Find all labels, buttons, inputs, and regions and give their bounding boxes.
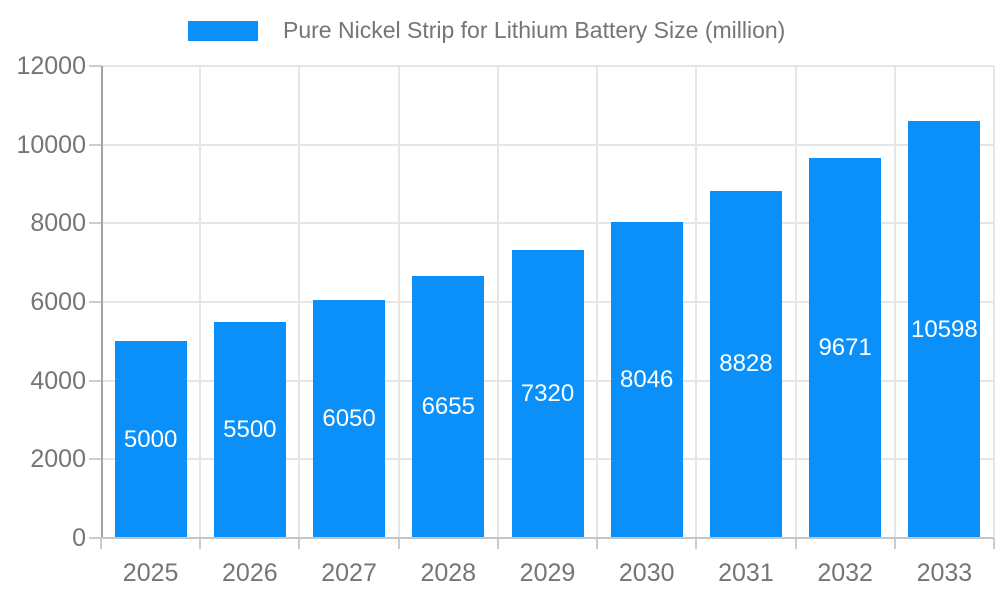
x-axis-line — [101, 537, 994, 539]
bar — [610, 221, 683, 538]
y-axis-tick-mark — [89, 379, 101, 382]
y-axis-tick-label: 6000 — [30, 288, 86, 316]
x-axis-tick-mark — [794, 538, 797, 549]
x-axis-tick-label: 2032 — [817, 559, 873, 587]
gridline-vertical — [298, 66, 301, 538]
gridline-horizontal — [101, 65, 994, 67]
x-axis-tick-mark — [397, 538, 400, 549]
x-axis-tick-mark — [695, 538, 698, 549]
bar — [709, 190, 782, 538]
y-axis-tick-label: 8000 — [30, 209, 86, 238]
gridline-vertical — [496, 66, 499, 538]
legend-label: Pure Nickel Strip for Lithium Battery Si… — [283, 17, 786, 43]
gridline-horizontal — [101, 143, 994, 146]
bar-value-label: 6655 — [421, 393, 475, 421]
bar — [908, 121, 981, 538]
y-axis-tick-label: 10000 — [16, 130, 86, 159]
gridline-vertical — [397, 66, 400, 538]
y-axis-tick-mark — [89, 301, 101, 303]
y-axis-tick-label: 4000 — [30, 366, 86, 395]
gridline-horizontal — [101, 222, 994, 225]
x-axis-tick-label: 2025 — [122, 559, 179, 587]
gridline-vertical — [794, 66, 797, 538]
gridline-vertical — [596, 66, 599, 538]
bar-value-label: 6050 — [322, 405, 376, 433]
y-axis-tick-mark — [89, 65, 101, 67]
x-axis-tick-mark — [596, 538, 599, 549]
bar — [412, 276, 485, 538]
x-axis-tick-mark — [496, 538, 499, 549]
y-axis-tick-mark — [89, 458, 101, 461]
x-axis-tick-label: 2029 — [519, 559, 576, 587]
bar-value-label: 8046 — [620, 365, 674, 393]
bar-value-label: 5000 — [123, 425, 178, 453]
x-axis-tick-label: 2031 — [718, 559, 774, 587]
x-axis-tick-mark — [993, 538, 995, 549]
bar-value-label: 5500 — [223, 415, 277, 443]
bar — [313, 300, 386, 538]
y-axis-tick-mark — [89, 222, 101, 225]
x-axis-tick-mark — [298, 538, 301, 549]
gridline-vertical — [199, 66, 202, 538]
y-axis-tick-mark — [89, 143, 101, 146]
bar-value-label: 10598 — [911, 315, 978, 343]
gridline-vertical — [893, 66, 896, 538]
y-axis-tick-label: 2000 — [30, 445, 86, 474]
x-axis-tick-mark — [199, 538, 202, 549]
x-axis-tick-label: 2026 — [222, 559, 278, 587]
y-axis-tick-label: 12000 — [16, 52, 86, 80]
x-axis-tick-mark — [100, 538, 102, 549]
bar-value-label: 8828 — [719, 350, 773, 378]
y-axis-line — [101, 66, 103, 538]
y-axis-tick-label: 0 — [72, 524, 86, 552]
x-axis-tick-label: 2030 — [618, 559, 675, 587]
legend-item[interactable]: Pure Nickel Strip for Lithium Battery Si… — [188, 17, 785, 44]
gridline-vertical — [695, 66, 698, 538]
legend-swatch — [188, 20, 258, 41]
x-axis-tick-label: 2028 — [420, 559, 477, 587]
bar — [511, 250, 584, 538]
bar — [114, 341, 187, 538]
gridline-vertical — [993, 66, 995, 538]
x-axis-tick-label: 2033 — [916, 559, 973, 587]
bar — [809, 157, 882, 538]
x-axis-tick-label: 2027 — [321, 559, 377, 587]
bar-value-label: 9671 — [818, 333, 872, 361]
bar — [213, 321, 286, 538]
bar-value-label: 7320 — [520, 380, 575, 408]
legend: Pure Nickel Strip for Lithium Battery Si… — [188, 17, 785, 44]
x-axis-tick-mark — [893, 538, 896, 549]
plot-area: 5000 5500 6050 6655 7320 8046 8828 9671 10598 — [101, 65, 995, 539]
y-axis-tick-mark — [89, 537, 101, 539]
